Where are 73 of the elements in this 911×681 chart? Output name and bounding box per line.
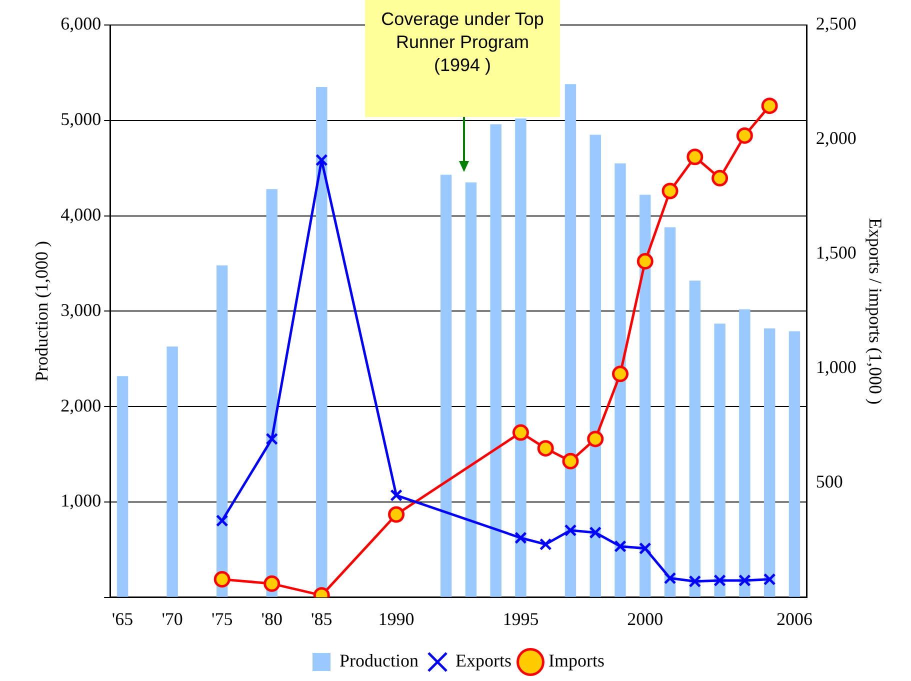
y-tick-label: 2,000: [60, 395, 102, 416]
point: [587, 430, 604, 448]
point: [537, 440, 554, 457]
x-tick-label: '85: [311, 608, 332, 629]
bar: [590, 134, 601, 597]
bar: [564, 84, 576, 597]
point: [761, 98, 778, 114]
point: [614, 540, 626, 553]
point: [512, 424, 529, 441]
bar: [664, 227, 676, 597]
point: [266, 432, 278, 446]
point: [688, 575, 702, 588]
y-tick-label: 4,000: [60, 204, 102, 225]
point: [589, 526, 602, 539]
point: [714, 574, 726, 587]
legend-label: Imports: [548, 650, 604, 671]
legend-label: Exports: [456, 650, 512, 671]
x-tick-label: '65: [112, 608, 134, 629]
bar: [714, 324, 726, 597]
point: [390, 489, 402, 502]
x-tick-label: 2006: [776, 608, 812, 629]
bar: [614, 163, 626, 597]
point: [315, 154, 328, 166]
y-axis-title: Production (1,000 ): [32, 240, 52, 382]
point: [514, 532, 527, 544]
y2-tick-label: 1,500: [816, 242, 856, 263]
y2-tick-label: 2,500: [816, 14, 856, 34]
bar: [764, 328, 776, 597]
y2-tick-label: 500: [816, 472, 843, 492]
y-tick-label: 1,000: [60, 490, 102, 511]
x-tick-label: 1990: [378, 608, 414, 629]
point: [686, 148, 704, 166]
bar: [689, 280, 701, 597]
point: [712, 170, 728, 186]
point: [638, 542, 652, 555]
bar: [739, 309, 750, 597]
y2-axis-title: Exports / imports (1,000 ): [865, 218, 886, 404]
point: [738, 574, 751, 587]
point: [388, 506, 405, 523]
x-tick-label: '80: [261, 608, 282, 629]
point: [214, 571, 230, 588]
point: [612, 366, 629, 382]
y-tick-label: 5,000: [60, 109, 102, 130]
y-tick-label: 3,000: [60, 300, 102, 320]
point: [539, 538, 552, 550]
bar: [465, 182, 477, 597]
x-tick-label: '70: [162, 608, 183, 629]
bar: [515, 118, 526, 597]
point: [662, 182, 678, 200]
point: [636, 253, 654, 270]
point: [664, 572, 676, 584]
bar: [216, 265, 228, 597]
bar: [266, 189, 278, 597]
x-tick-label: 1995: [502, 608, 539, 629]
point: [562, 452, 579, 470]
bar: [640, 194, 651, 597]
y2-tick-label: 1,000: [816, 357, 856, 378]
bar: [490, 124, 502, 597]
y2-tick-label: 2,000: [816, 128, 856, 148]
point: [736, 127, 753, 144]
bar: [440, 174, 452, 597]
bar: [116, 376, 128, 597]
point: [564, 524, 577, 537]
point: [264, 575, 280, 592]
y-tick-label: 6,000: [60, 14, 102, 34]
x-tick-label: 2000: [627, 608, 664, 629]
callout: Coverage under Top Runner Program (1994 ): [365, 0, 560, 117]
legend-label: Production: [340, 650, 419, 671]
point: [216, 514, 228, 527]
x-tick-label: '75: [211, 608, 233, 629]
point: [763, 573, 776, 586]
bar: [788, 331, 800, 597]
bar: [166, 346, 178, 597]
